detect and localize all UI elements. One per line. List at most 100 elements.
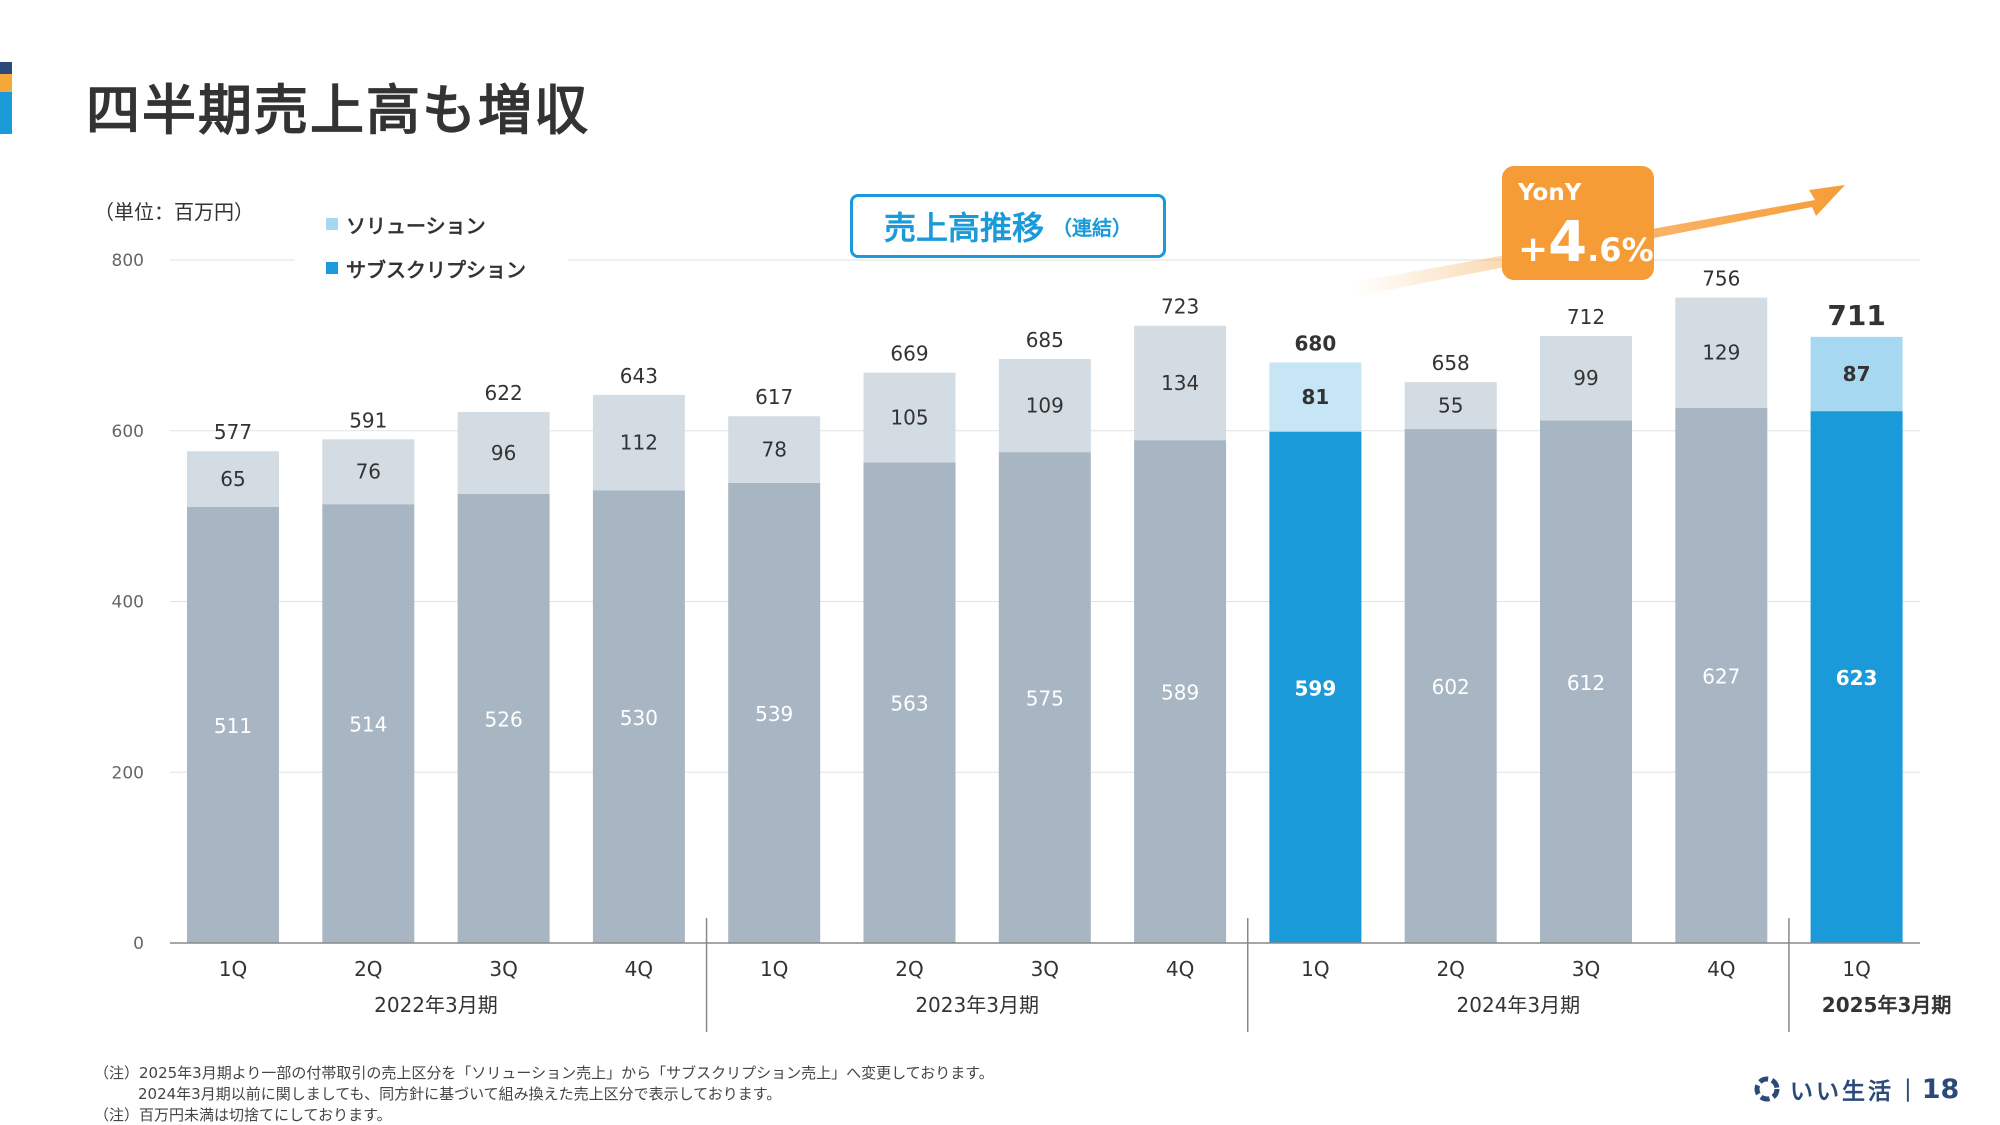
- bar-subscription: [1404, 429, 1497, 944]
- bar-subscription: [1269, 431, 1362, 943]
- data-label-total: 643: [620, 364, 658, 388]
- data-label-subscription: 530: [620, 706, 658, 730]
- x-tick-label: 4Q: [1707, 957, 1735, 981]
- x-group-label: 2022年3月期: [374, 993, 498, 1017]
- data-label-subscription: 602: [1432, 675, 1470, 699]
- data-label-subscription: 539: [755, 702, 793, 726]
- bar-solution: [457, 411, 550, 494]
- data-label-subscription: 589: [1161, 681, 1199, 705]
- bar-subscription: [1134, 440, 1227, 943]
- x-tick-label: 1Q: [219, 957, 247, 981]
- x-group-label: 2025年3月期: [1822, 993, 1952, 1017]
- bar-subscription: [1675, 407, 1768, 944]
- data-label-solution: 55: [1438, 394, 1463, 418]
- x-tick-label: 1Q: [1301, 957, 1329, 981]
- y-tick-label: 200: [112, 763, 144, 783]
- accent-bar-blue: [0, 92, 12, 134]
- data-label-total: 685: [1026, 328, 1064, 352]
- accent-bar-navy: [0, 62, 12, 74]
- data-label-total: 622: [485, 381, 523, 405]
- bar-solution: [863, 372, 956, 463]
- y-tick-label: 0: [133, 934, 144, 954]
- bar-solution: [322, 439, 415, 505]
- x-tick-label: 1Q: [760, 957, 788, 981]
- x-tick-label: 2Q: [895, 957, 923, 981]
- footnote-1: （注）2025年3月期より一部の付帯取引の売上区分を「ソリューション売上」から「…: [94, 1064, 994, 1082]
- y-tick-label: 800: [112, 251, 144, 271]
- data-label-total: 711: [1827, 299, 1885, 332]
- data-label-solution: 134: [1161, 371, 1199, 395]
- brand-separator: |: [1904, 1076, 1912, 1102]
- data-label-solution: 99: [1573, 366, 1598, 390]
- data-label-total: 756: [1702, 267, 1740, 291]
- x-tick-label: 3Q: [489, 957, 517, 981]
- data-label-solution: 96: [491, 441, 516, 465]
- bar-solution: [1810, 336, 1903, 412]
- yony-badge: YonY +4.6%: [1502, 166, 1654, 280]
- bar-solution: [1134, 325, 1227, 441]
- data-label-total: 723: [1161, 295, 1199, 319]
- data-label-solution: 87: [1843, 362, 1871, 386]
- bar-subscription: [998, 452, 1091, 943]
- x-tick-label: 2Q: [1436, 957, 1464, 981]
- footnote-3: （注）百万円未満は切捨てにしております。: [94, 1106, 392, 1124]
- legend-swatch-solution: [326, 218, 338, 230]
- data-label-total: 577: [214, 420, 252, 444]
- x-tick-label: 3Q: [1572, 957, 1600, 981]
- legend: ソリューション サブスクリプション: [326, 202, 526, 290]
- x-group-label: 2023年3月期: [915, 993, 1039, 1017]
- bar-solution: [187, 451, 279, 507]
- bar-solution: [998, 359, 1091, 453]
- data-label-solution: 105: [890, 406, 928, 430]
- bar-solution: [1540, 335, 1632, 421]
- legend-label-solution: ソリューション: [346, 213, 486, 238]
- data-label-solution: 112: [620, 431, 658, 455]
- data-label-subscription: 526: [485, 707, 523, 731]
- bar-solution: [1675, 297, 1768, 408]
- data-label-subscription: 514: [349, 713, 387, 737]
- x-tick-label: 4Q: [625, 957, 653, 981]
- y-tick-label: 600: [112, 422, 144, 442]
- bar-subscription: [1540, 420, 1632, 943]
- bar-subscription: [863, 462, 956, 943]
- bar-solution: [1404, 382, 1497, 430]
- data-label-subscription: 511: [214, 714, 252, 738]
- x-tick-label: 2Q: [354, 957, 382, 981]
- chart-subtitle-box: 売上高推移 （連結）: [850, 194, 1166, 258]
- data-label-solution: 65: [220, 467, 245, 491]
- yony-value: +4.6%: [1518, 210, 1654, 275]
- legend-item-solution: ソリューション: [326, 202, 526, 246]
- chart-subtitle-sub: （連結）: [1052, 215, 1132, 240]
- bar-subscription: [592, 490, 685, 943]
- data-label-total: 680: [1295, 331, 1337, 355]
- brand-name: いい生活: [1790, 1079, 1894, 1105]
- yony-int: 4: [1548, 210, 1588, 275]
- data-label-total: 591: [349, 408, 387, 432]
- yony-sign: +: [1518, 229, 1549, 270]
- footnote-2: 2024年3月期以前に関しましても、同方針に基づいて組み換えた売上区分で表示して…: [138, 1085, 782, 1103]
- bar-solution: [1269, 362, 1362, 432]
- bar-subscription: [187, 506, 279, 943]
- data-label-subscription: 612: [1567, 671, 1605, 695]
- data-label-total: 658: [1432, 351, 1470, 375]
- data-label-total: 712: [1567, 305, 1605, 329]
- x-group-label: 2024年3月期: [1457, 993, 1581, 1017]
- data-label-subscription: 563: [890, 692, 928, 716]
- legend-label-subscription: サブスクリプション: [346, 257, 526, 282]
- y-tick-label: 400: [112, 593, 144, 613]
- bar-subscription: [457, 493, 550, 943]
- yony-dec: .6%: [1587, 231, 1654, 269]
- legend-swatch-subscription: [326, 262, 338, 274]
- x-tick-label: 3Q: [1031, 957, 1059, 981]
- bar-solution: [592, 394, 685, 491]
- bar-subscription: [322, 504, 415, 943]
- x-tick-label: 1Q: [1842, 957, 1870, 981]
- chart-subtitle: 売上高推移: [883, 209, 1044, 247]
- data-label-solution: 129: [1702, 341, 1740, 365]
- data-label-subscription: 627: [1702, 664, 1740, 688]
- data-label-solution: 76: [356, 460, 381, 484]
- data-label-subscription: 623: [1836, 666, 1878, 690]
- page-number: 18: [1921, 1073, 1960, 1105]
- data-label-subscription: 599: [1295, 676, 1337, 700]
